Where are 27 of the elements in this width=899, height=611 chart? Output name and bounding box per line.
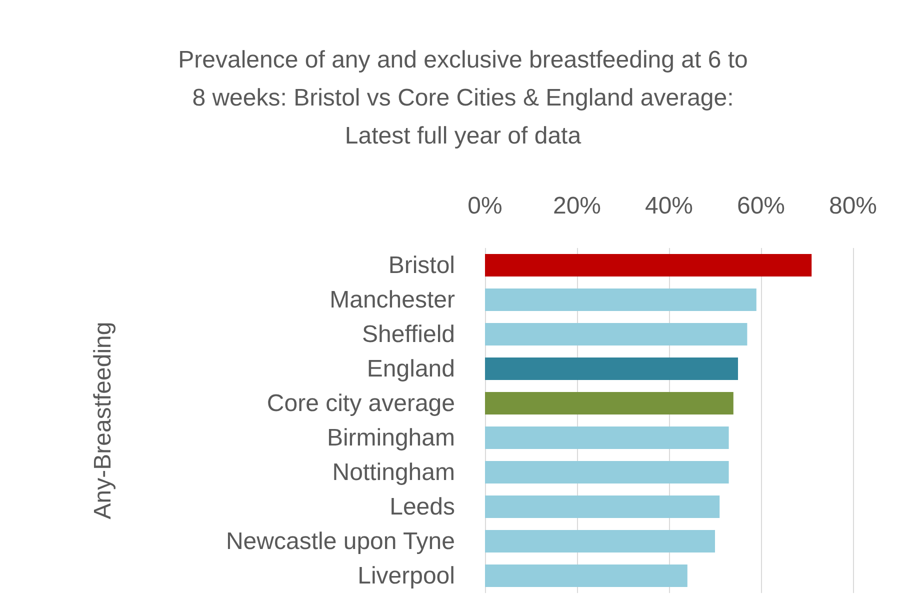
y-tick-label: Birmingham <box>326 424 455 452</box>
bar <box>485 392 734 414</box>
x-tick-label: 80% <box>828 192 878 220</box>
x-tick-label: 40% <box>644 192 694 220</box>
bar <box>485 530 715 552</box>
x-tick-label: 20% <box>552 192 602 220</box>
bar <box>485 564 688 587</box>
y-tick-label: England <box>366 355 455 382</box>
bar <box>485 358 738 380</box>
y-tick-label: Leeds <box>390 493 455 520</box>
y-tick-label: Liverpool <box>358 562 455 590</box>
x-tick-label: 60% <box>736 192 786 220</box>
y-tick-label: Nottingham <box>332 458 455 486</box>
bar <box>485 254 812 276</box>
y-axis-title: Any-Breastfeeding <box>90 322 116 520</box>
bar <box>485 323 748 346</box>
y-tick-label: Manchester <box>330 286 456 314</box>
bar <box>485 426 729 449</box>
bar <box>485 461 729 484</box>
chart-title: Prevalence of any and exclusive breastfeeding at 6 to 8 weeks: Bristol vs Core Cities & England average: Latest full year of data <box>178 46 748 150</box>
bar <box>485 288 756 311</box>
y-tick-label: Core city average <box>266 390 455 417</box>
y-tick-label: Sheffield <box>362 320 455 348</box>
bar <box>485 496 720 518</box>
y-tick-label: Newcastle upon Tyne <box>226 528 455 555</box>
y-tick-label: Bristol <box>388 252 455 279</box>
x-tick-label: 0% <box>468 192 502 220</box>
